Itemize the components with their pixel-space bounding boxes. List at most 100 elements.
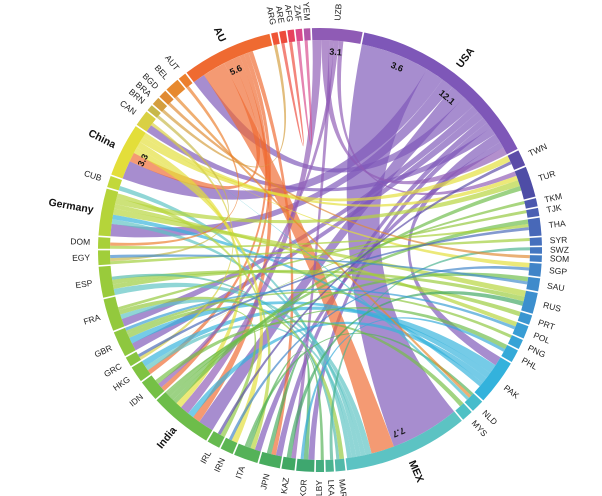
label-phl: PHL [520, 355, 540, 372]
arc-png [507, 335, 523, 349]
arc-cub [107, 176, 122, 191]
arc-tha [527, 217, 542, 237]
ribbon-jpn-kor [266, 353, 311, 460]
arc-esp [98, 265, 115, 298]
label-sgp: SGP [549, 265, 568, 277]
label-zaf: ZAF [292, 5, 303, 22]
ribbon-are-afg [281, 41, 304, 147]
ribbon-germany-pol [114, 203, 518, 327]
label-fra: FRA [82, 312, 102, 327]
label-mar: MAR [337, 478, 349, 496]
label-india: India [155, 424, 180, 451]
arc-pak [474, 357, 511, 401]
label-dom: DOM [70, 236, 90, 247]
arc-yem [303, 28, 311, 41]
label-mys: MYS [470, 418, 490, 439]
ribbon-can-grc [139, 122, 234, 360]
label-swz: SWZ [550, 245, 569, 255]
arc-can [136, 111, 156, 132]
label-kor: KOR [298, 479, 309, 496]
label-hkg: HKG [111, 374, 132, 393]
label-lby: LBY [314, 480, 324, 496]
arc-bgd [159, 90, 174, 105]
label-irl: IRL [198, 449, 213, 466]
label-idn: IDN [127, 392, 145, 409]
arc-dom [98, 237, 111, 249]
label-au: AU [211, 25, 228, 44]
arc-au [186, 33, 273, 83]
label-pak: PAK [502, 383, 521, 401]
label-tur: TUR [537, 168, 557, 183]
label-china: China [86, 127, 118, 151]
arc-gbr [113, 327, 136, 357]
label-sau: SAU [546, 280, 565, 293]
arc-brn [147, 105, 161, 118]
label-usa: USA [454, 45, 477, 70]
label-jpn: JPN [258, 473, 271, 491]
value-label-au: 5.6 [228, 63, 244, 77]
arc-hkg [131, 361, 151, 382]
arc-twn [507, 150, 526, 170]
ribbon-gbr-png [126, 291, 512, 339]
arc-afg [287, 29, 296, 43]
arc-china [111, 126, 146, 179]
arc-pol [512, 322, 529, 339]
arc-idn [141, 375, 165, 400]
ribbon-usa-china [122, 69, 443, 200]
arc-ita [234, 443, 261, 463]
arc-sau [526, 276, 541, 292]
arc-germany [98, 188, 119, 237]
ribbon-uzb-tur [337, 40, 517, 196]
label-rus: RUS [542, 300, 562, 314]
label-esp: ESP [75, 278, 94, 290]
arc-prt [517, 311, 533, 325]
country-arcs [98, 28, 542, 472]
ribbon-fra-tjk [117, 210, 527, 311]
label-afg: AFG [283, 4, 295, 23]
arc-lka [325, 459, 334, 472]
arc-sgp [528, 262, 542, 277]
value-label-usa: 3.6 [389, 60, 404, 74]
arc-jpn [258, 451, 282, 469]
arc-aut [178, 73, 193, 88]
arc-kor [296, 458, 315, 472]
arc-uzb [311, 28, 363, 44]
label-germany: Germany [48, 197, 95, 217]
arc-rus [521, 290, 538, 314]
arc-bra [152, 97, 168, 112]
label-kaz: KAZ [279, 477, 291, 495]
label-tha: THA [548, 218, 566, 230]
label-egy: EGY [72, 252, 91, 263]
label-pol: POL [532, 330, 552, 346]
arc-india [156, 392, 213, 441]
arc-mys [455, 403, 472, 420]
arc-egy [98, 250, 111, 266]
label-irn: IRN [212, 456, 227, 473]
arc-bel [166, 79, 186, 99]
ribbon-germany-ita [116, 193, 271, 450]
arc-mex [345, 411, 462, 471]
arc-swz [529, 247, 542, 254]
label-gbr: GBR [93, 343, 114, 360]
label-ita: ITA [233, 464, 247, 480]
value-label-uzb: 3.1 [329, 47, 342, 58]
label-tjk: TJK [546, 202, 563, 215]
label-cub: CUB [83, 168, 103, 183]
ribbon-usa-can [146, 125, 496, 192]
ribbon-dom-tha [110, 223, 529, 249]
arc-are [279, 30, 288, 44]
ribbon-zaf-yem [296, 40, 312, 146]
arc-fra [103, 296, 125, 331]
arc-tjk [526, 207, 540, 218]
ribbon-bra-arg [161, 44, 287, 168]
ribbon-pol-gbr [124, 288, 516, 331]
arc-nld [464, 393, 483, 411]
label-arg: ARG [265, 6, 279, 26]
label-syr: SYR [550, 235, 568, 246]
arc-zaf [295, 28, 303, 42]
arc-phl [501, 345, 518, 363]
arc-som [529, 255, 542, 262]
label-mex: MEX [406, 459, 426, 485]
arc-usa [361, 32, 518, 155]
